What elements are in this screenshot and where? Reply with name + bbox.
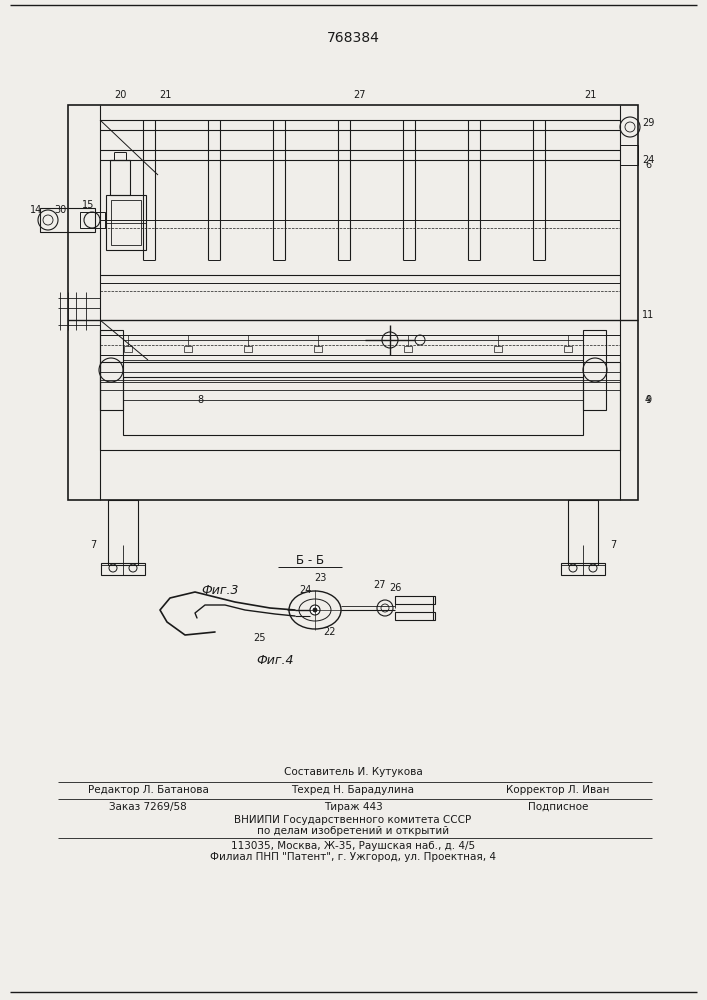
Bar [395,596,435,604]
Bar [314,346,322,352]
Text: 30: 30 [54,205,66,215]
Bar [100,330,123,410]
Text: 23: 23 [314,573,326,583]
Text: 14: 14 [30,205,42,215]
Text: 768384: 768384 [327,31,380,45]
Text: 6: 6 [645,160,651,170]
Text: 27: 27 [354,90,366,100]
Bar [395,612,435,620]
Text: Заказ 7269/58: Заказ 7269/58 [109,802,187,812]
Text: 26: 26 [389,583,401,593]
Bar [564,346,572,352]
Text: Фиг.3: Фиг.3 [201,584,239,596]
Text: 22: 22 [324,627,337,637]
Text: 24: 24 [642,155,654,165]
Bar [184,346,192,352]
Text: Корректор Л. Иван: Корректор Л. Иван [506,785,609,795]
Bar [561,563,605,575]
Circle shape [313,608,317,612]
Text: 20: 20 [114,90,126,100]
Text: Составитель И. Кутукова: Составитель И. Кутукова [284,767,422,777]
Text: 7: 7 [610,540,616,550]
Bar [583,330,606,410]
Text: Подписное: Подписное [528,802,588,812]
Text: 21: 21 [584,90,596,100]
Bar [101,563,145,575]
Text: Тираж 443: Тираж 443 [324,802,382,812]
Text: 9: 9 [645,395,651,405]
Text: 25: 25 [254,633,267,643]
Text: 4: 4 [645,395,651,405]
Text: 15: 15 [82,200,94,210]
Bar [620,145,638,165]
Bar [68,105,638,500]
Text: 27: 27 [374,580,386,590]
Text: Редактор Л. Батанова: Редактор Л. Батанова [88,785,209,795]
Bar [111,200,141,245]
Bar [568,500,598,565]
Bar [494,346,502,352]
Text: Б - Б: Б - Б [296,554,324,566]
Bar [106,195,146,250]
Bar [123,377,583,435]
Text: 113035, Москва, Ж-35, Раушская наб., д. 4/5: 113035, Москва, Ж-35, Раушская наб., д. … [231,841,475,851]
Bar [40,208,95,232]
Bar [404,346,412,352]
Bar [100,362,620,450]
Text: Фиг.4: Фиг.4 [256,654,293,666]
Bar [124,346,132,352]
Text: 7: 7 [90,540,96,550]
Bar [80,212,105,228]
Text: 29: 29 [642,118,654,128]
Text: по делам изобретений и открытий: по делам изобретений и открытий [257,826,449,836]
Bar [244,346,252,352]
Text: Филиал ПНП "Патент", г. Ужгород, ул. Проектная, 4: Филиал ПНП "Патент", г. Ужгород, ул. Про… [210,852,496,862]
Text: 21: 21 [159,90,171,100]
Bar [108,500,138,565]
Text: 24: 24 [299,585,311,595]
Text: 11: 11 [642,310,654,320]
Text: Техред Н. Барадулина: Техред Н. Барадулина [291,785,414,795]
Text: ВНИИПИ Государственного комитета СССР: ВНИИПИ Государственного комитета СССР [235,815,472,825]
Circle shape [310,605,320,615]
Bar [110,160,130,195]
Text: 8: 8 [197,395,203,405]
